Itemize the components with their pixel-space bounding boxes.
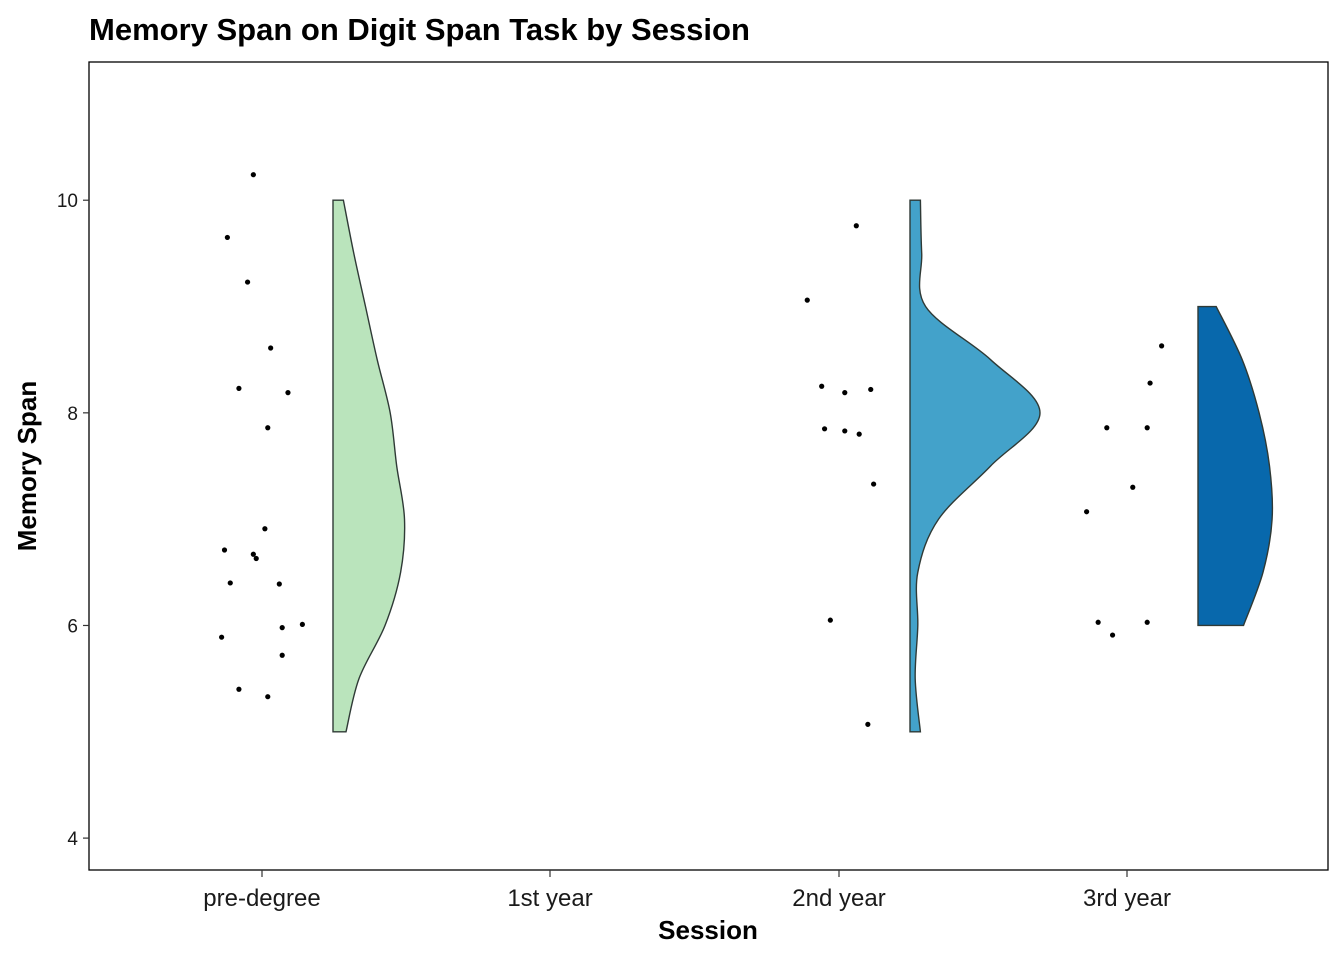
data-point <box>853 223 859 229</box>
density-cloud <box>332 199 406 733</box>
data-point <box>1095 619 1101 625</box>
data-point <box>1144 619 1150 625</box>
data-point <box>842 390 848 396</box>
data-point <box>221 547 228 553</box>
data-point <box>279 652 285 658</box>
data-point <box>262 526 268 532</box>
data-point <box>804 297 810 303</box>
x-tick-label: pre-degree <box>203 885 320 912</box>
data-point <box>819 383 825 389</box>
x-tick-label: 2nd year <box>792 885 885 912</box>
data-point <box>1144 425 1150 431</box>
data-points <box>219 172 1165 727</box>
data-point <box>1104 425 1110 431</box>
x-axis-title: Session <box>658 915 758 945</box>
data-point <box>865 721 871 727</box>
data-point <box>827 617 833 623</box>
data-point <box>253 555 259 562</box>
data-point <box>871 481 877 487</box>
data-point <box>219 634 225 640</box>
data-point <box>265 694 271 700</box>
y-tick-label: 4 <box>67 829 78 850</box>
data-point <box>236 686 242 692</box>
data-point <box>250 551 256 557</box>
data-point <box>821 426 828 432</box>
data-point <box>1147 380 1153 386</box>
data-point <box>279 625 285 631</box>
y-tick-label: 6 <box>67 616 78 637</box>
data-point <box>276 581 282 587</box>
data-point <box>236 385 242 391</box>
data-point <box>244 279 251 285</box>
data-point <box>856 431 862 437</box>
density-clouds <box>332 199 1274 733</box>
data-point <box>1130 484 1136 490</box>
x-tick-label: 3rd year <box>1083 885 1171 912</box>
density-cloud <box>909 199 1041 733</box>
data-point <box>224 234 230 241</box>
data-point <box>842 428 848 434</box>
x-tick-label: 1st year <box>507 885 592 912</box>
density-cloud <box>1197 305 1274 627</box>
data-point <box>268 345 274 351</box>
data-point <box>868 386 874 393</box>
data-point <box>1084 509 1090 515</box>
x-axis: pre-degree 1st year 2nd year 3rd year <box>203 870 1171 912</box>
data-point <box>265 425 271 431</box>
chart-title: Memory Span on Digit Span Task by Sessio… <box>89 12 750 47</box>
data-point <box>250 172 256 178</box>
y-axis-title: Memory Span <box>12 381 42 552</box>
data-point <box>1109 632 1116 638</box>
y-axis: 4 6 8 10 <box>57 191 89 850</box>
data-point <box>285 390 291 396</box>
data-point <box>1159 343 1165 349</box>
y-tick-label: 10 <box>57 191 78 212</box>
data-point <box>227 580 233 586</box>
data-point <box>299 621 305 628</box>
plot-panel <box>88 61 1329 871</box>
y-tick-label: 8 <box>67 404 78 425</box>
